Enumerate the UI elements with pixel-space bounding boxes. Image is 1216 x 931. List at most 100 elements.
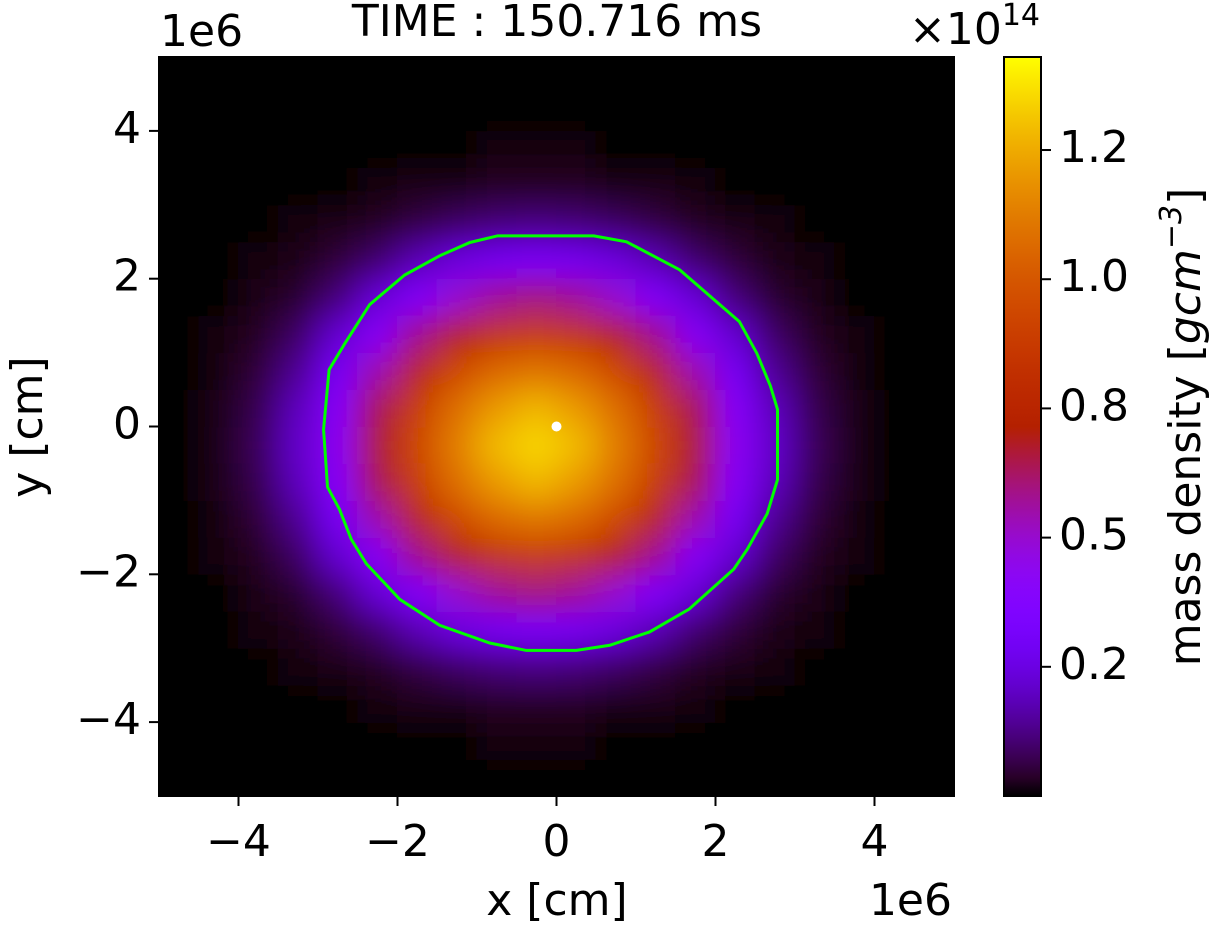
- heat-cell: [357, 647, 398, 686]
- heat-cell: [794, 684, 836, 723]
- heat-cell: [874, 758, 915, 796]
- heat-cell: [715, 315, 756, 354]
- heat-cell: [238, 684, 279, 723]
- heat-cell: [357, 758, 398, 796]
- heat-cell: [277, 462, 319, 501]
- heat-cell: [516, 721, 557, 760]
- y-tick-label: −2: [76, 546, 141, 597]
- heat-cell: [913, 315, 954, 354]
- heat-cell: [635, 315, 677, 354]
- heat-cell: [635, 647, 677, 686]
- heat-cell: [159, 462, 200, 501]
- heat-cell: [516, 278, 557, 317]
- heat-cell: [874, 426, 915, 464]
- heat-cell: [913, 758, 954, 796]
- heat-cell: [595, 315, 637, 354]
- heat-cell: [635, 93, 677, 132]
- heat-cell: [198, 647, 239, 686]
- heat-cell: [874, 167, 915, 206]
- heat-cell: [794, 610, 836, 649]
- heat-cell: [436, 130, 478, 169]
- heat-cell: [834, 389, 875, 427]
- heat-cell: [913, 352, 954, 391]
- heat-cell: [635, 167, 677, 206]
- heat-cell: [754, 610, 796, 649]
- heat-cell: [317, 610, 359, 649]
- heat-cell: [556, 130, 597, 169]
- heat-cell: [476, 536, 518, 575]
- heat-cell: [913, 462, 954, 501]
- label-units: gcm: [1160, 249, 1211, 344]
- heat-cell: [476, 426, 518, 464]
- heat-cell: [436, 426, 478, 464]
- heat-cell: [556, 167, 597, 206]
- heat-cell: [198, 499, 239, 538]
- heat-cell: [238, 167, 279, 206]
- heat-cell: [277, 721, 319, 760]
- heat-cell: [715, 167, 756, 206]
- heat-cell: [397, 536, 438, 575]
- heat-cell: [357, 315, 398, 354]
- x-tick-label: 4: [861, 816, 889, 867]
- heat-cell: [595, 573, 637, 612]
- heat-cell: [436, 278, 478, 317]
- heat-cell: [277, 57, 319, 95]
- colorbar-tick-label: 1.0: [1059, 251, 1129, 302]
- heat-cell: [715, 721, 756, 760]
- heat-cell: [159, 684, 200, 723]
- heat-cell: [834, 57, 875, 95]
- heat-cell: [754, 536, 796, 575]
- heat-cell: [675, 426, 716, 464]
- heat-cell: [715, 426, 756, 464]
- heat-cell: [874, 130, 915, 169]
- heat-cell: [476, 167, 518, 206]
- heat-cell: [834, 647, 875, 686]
- heat-cell: [277, 684, 319, 723]
- heat-cell: [238, 389, 279, 427]
- heat-cell: [436, 167, 478, 206]
- heat-cell: [794, 130, 836, 169]
- heat-cell: [556, 647, 597, 686]
- heat-cell: [754, 721, 796, 760]
- heat-cell: [397, 57, 438, 95]
- heat-cell: [198, 536, 239, 575]
- heat-cell: [754, 389, 796, 427]
- heat-cell: [834, 499, 875, 538]
- heat-cell: [675, 647, 716, 686]
- heat-cell: [317, 352, 359, 391]
- heat-cell: [754, 352, 796, 391]
- heat-cell: [317, 758, 359, 796]
- heat-cell: [834, 278, 875, 317]
- heat-cell: [397, 610, 438, 649]
- heat-cell: [476, 130, 518, 169]
- heat-cell: [715, 130, 756, 169]
- heat-cell: [357, 462, 398, 501]
- heat-cell: [159, 278, 200, 317]
- heat-cell: [556, 426, 597, 464]
- heat-cell: [794, 758, 836, 796]
- heat-cell: [874, 610, 915, 649]
- colorbar-offset: ×1014: [909, 0, 1040, 55]
- heat-cell: [794, 167, 836, 206]
- heat-cell: [874, 57, 915, 95]
- heat-cell: [675, 57, 716, 95]
- heat-cell: [675, 130, 716, 169]
- heat-cell: [317, 204, 359, 243]
- heat-cell: [317, 536, 359, 575]
- x-tick-label: −4: [206, 816, 271, 867]
- heat-cell: [317, 721, 359, 760]
- heat-cell: [675, 167, 716, 206]
- heat-cell: [913, 241, 954, 280]
- heat-cell: [595, 167, 637, 206]
- heat-cell: [794, 426, 836, 464]
- heat-cell: [397, 130, 438, 169]
- heat-cell: [834, 610, 875, 649]
- heat-cell: [277, 315, 319, 354]
- colorbar-label: mass density [gcm−3]: [1154, 188, 1212, 667]
- heat-cell: [516, 426, 557, 464]
- heat-cell: [913, 684, 954, 723]
- heat-cell: [277, 499, 319, 538]
- heat-cell: [754, 93, 796, 132]
- heat-cell: [794, 93, 836, 132]
- offset-exponent: 14: [1002, 0, 1040, 33]
